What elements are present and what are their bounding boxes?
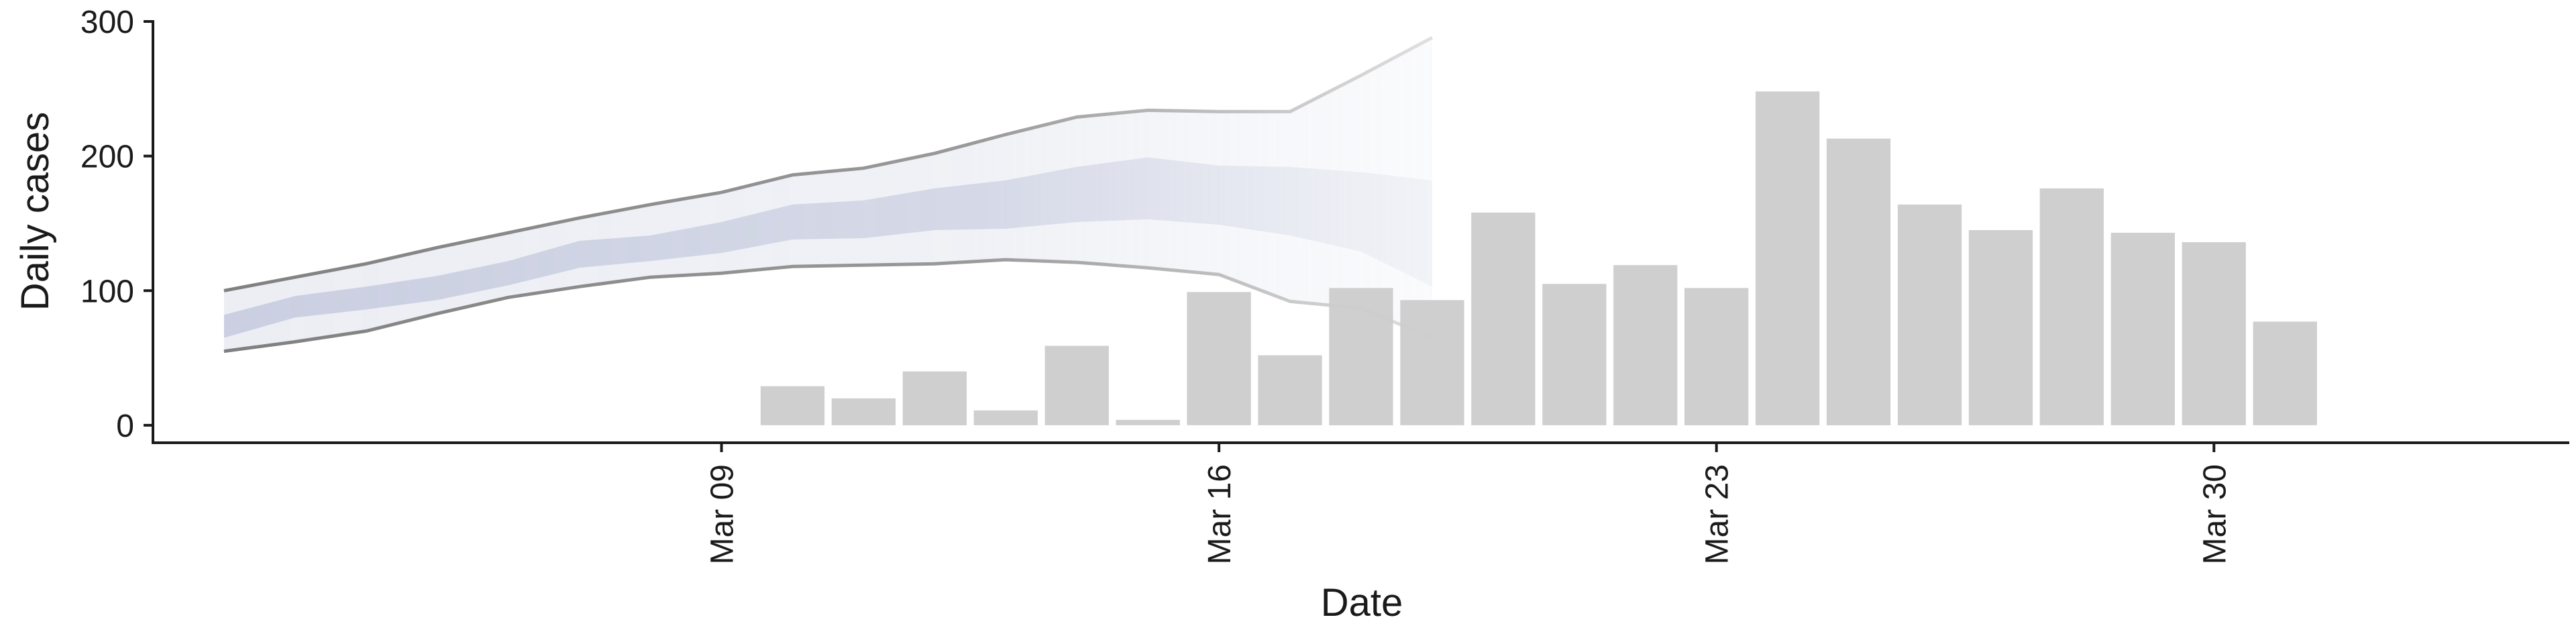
bar <box>1187 292 1250 425</box>
bar <box>1684 288 1748 425</box>
bar <box>2111 233 2175 425</box>
projection-bands <box>224 38 1432 351</box>
bar <box>974 411 1038 425</box>
bar <box>2253 321 2317 425</box>
bar <box>761 386 824 425</box>
y-tick-label: 300 <box>80 5 134 40</box>
bar <box>1613 265 1677 425</box>
bar <box>903 372 967 425</box>
x-tick-label: Mar 30 <box>2197 464 2233 564</box>
x-tick-label: Mar 09 <box>705 464 741 564</box>
bar <box>1471 213 1535 425</box>
y-axis-title: Daily cases <box>13 112 57 311</box>
x-tick-label: Mar 23 <box>1700 464 1735 564</box>
bar <box>832 398 896 425</box>
bar <box>2040 189 2104 425</box>
bar <box>1045 346 1109 425</box>
bar <box>1969 230 2033 425</box>
bar <box>1329 288 1393 425</box>
bar <box>1827 139 1890 425</box>
bar <box>2182 242 2246 425</box>
bar <box>1400 300 1464 425</box>
bar <box>1898 205 1962 425</box>
bar <box>1258 356 1322 425</box>
bar <box>1542 284 1606 425</box>
bar <box>1756 91 1819 425</box>
bar <box>1116 420 1180 425</box>
y-tick-label: 200 <box>80 140 134 175</box>
y-tick-label: 0 <box>116 409 134 444</box>
x-tick-label: Mar 16 <box>1202 464 1238 564</box>
x-axis-title: Date <box>1321 581 1403 625</box>
y-tick-label: 100 <box>80 274 134 309</box>
